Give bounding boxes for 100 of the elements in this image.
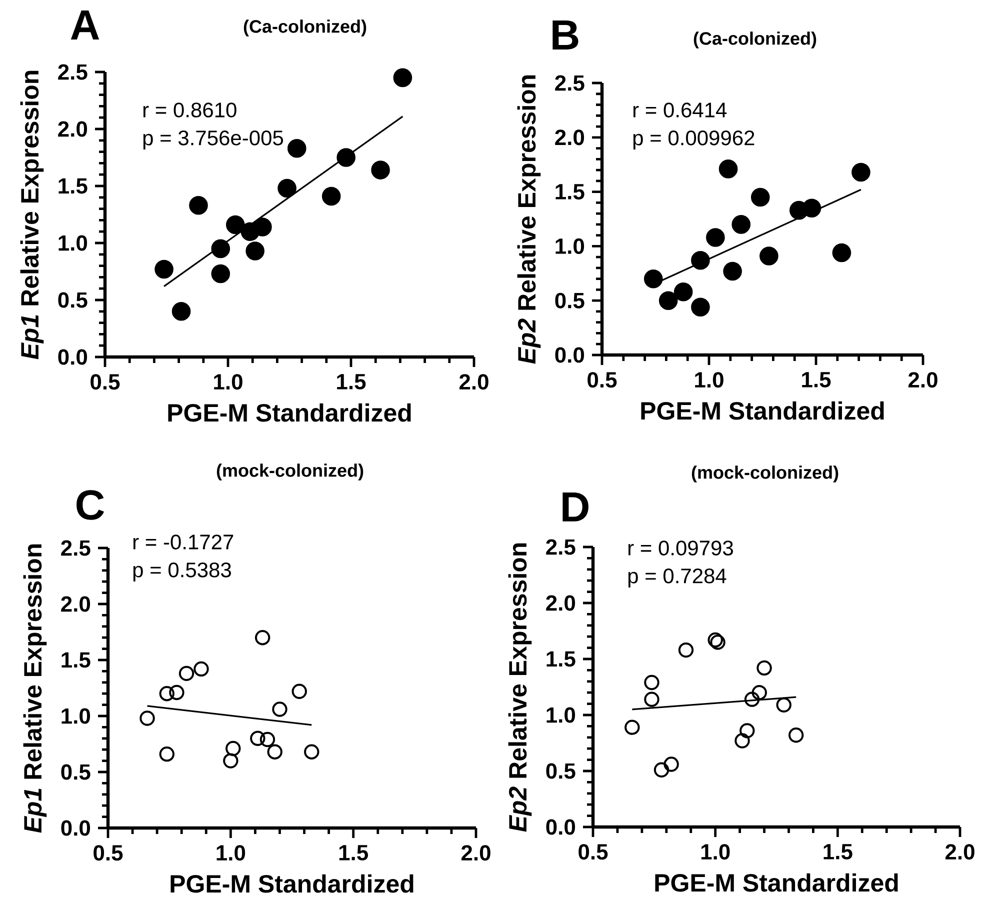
y-axis-title: Ep1 Relative Expression bbox=[20, 70, 44, 360]
point bbox=[691, 298, 710, 317]
x-tick-label: 1.0 bbox=[216, 845, 246, 861]
y-tick-label: 2.5 bbox=[546, 539, 576, 555]
x-tick-label: 1.0 bbox=[695, 372, 724, 388]
point bbox=[267, 744, 282, 760]
point bbox=[287, 138, 306, 158]
y-tick-label: 0.5 bbox=[546, 763, 576, 779]
point bbox=[723, 262, 742, 281]
point bbox=[189, 196, 208, 215]
x-tick-label: 2.0 bbox=[461, 845, 490, 861]
y-tick-label: 2.0 bbox=[555, 130, 584, 146]
point bbox=[226, 215, 245, 234]
point bbox=[802, 198, 822, 218]
x-axis-title: PGE-M Standardized bbox=[168, 403, 411, 422]
y-tick-label: 0.0 bbox=[58, 349, 88, 365]
point bbox=[691, 250, 710, 270]
y-axis-title: Ep2 Relative Expression bbox=[508, 543, 532, 832]
point bbox=[172, 302, 191, 321]
point bbox=[706, 228, 725, 247]
point bbox=[740, 723, 755, 738]
annotation: r = 0.09793 bbox=[628, 540, 733, 556]
annotation: p = 0.5383 bbox=[133, 562, 231, 582]
y-tick-label: 1.5 bbox=[546, 651, 576, 667]
point bbox=[278, 178, 296, 198]
annotation: r = 0.8610 bbox=[143, 102, 236, 118]
point bbox=[644, 269, 663, 288]
y-tick-label: 2.0 bbox=[61, 596, 90, 612]
y-tick-label: 0.0 bbox=[555, 347, 584, 363]
annotation: p = 0.009962 bbox=[633, 130, 754, 150]
point bbox=[253, 218, 272, 236]
x-tick-label: 2.0 bbox=[459, 374, 488, 390]
x-axis-title: PGE-M Standardized bbox=[655, 873, 898, 892]
point bbox=[788, 728, 804, 743]
x-tick-label: 0.5 bbox=[578, 844, 608, 860]
point bbox=[246, 242, 264, 260]
point bbox=[250, 730, 266, 746]
point bbox=[734, 733, 750, 748]
text: A bbox=[70, 10, 100, 40]
point bbox=[756, 660, 772, 676]
x-tick-label: 1.5 bbox=[824, 844, 852, 860]
point bbox=[211, 264, 230, 284]
y-tick-label: 0.0 bbox=[61, 820, 90, 836]
point bbox=[211, 239, 230, 258]
text: B bbox=[552, 20, 578, 50]
point bbox=[194, 661, 209, 677]
text: C bbox=[76, 490, 104, 520]
y-tick-label: 1.0 bbox=[58, 235, 88, 251]
point bbox=[776, 697, 792, 713]
point bbox=[322, 186, 341, 206]
x-tick-label: 0.5 bbox=[90, 374, 120, 390]
point bbox=[752, 684, 767, 700]
point bbox=[292, 684, 307, 699]
x-tick-label: 2.0 bbox=[908, 372, 938, 388]
point bbox=[159, 746, 174, 762]
point bbox=[644, 692, 660, 707]
point bbox=[624, 720, 640, 735]
chart-title: (mock-colonized) bbox=[216, 464, 364, 480]
point bbox=[154, 260, 174, 279]
y-tick-label: 0.5 bbox=[58, 292, 88, 308]
y-tick-label: 1.0 bbox=[546, 707, 576, 723]
y-axis-title: Ep2 Relative Expression bbox=[517, 75, 541, 364]
y-tick-label: 1.0 bbox=[62, 708, 90, 724]
annotation: p = 3.756e-005 bbox=[143, 130, 284, 150]
x-tick-label: 1.5 bbox=[802, 372, 831, 388]
x-tick-label: 1.5 bbox=[337, 374, 366, 390]
y-tick-label: 0.5 bbox=[555, 292, 584, 308]
point bbox=[654, 762, 670, 778]
point bbox=[393, 68, 412, 88]
point bbox=[664, 756, 679, 772]
chart-title: (mock-colonized) bbox=[692, 466, 838, 482]
point bbox=[223, 753, 238, 768]
point bbox=[159, 686, 174, 702]
y-tick-label: 2.0 bbox=[546, 595, 576, 611]
point bbox=[169, 684, 184, 700]
x-tick-label: 0.5 bbox=[588, 372, 617, 388]
point bbox=[178, 666, 194, 682]
point bbox=[658, 291, 678, 310]
y-tick-label: 0.0 bbox=[546, 819, 576, 835]
x-axis-title: PGE-M Standardized bbox=[170, 874, 414, 893]
point bbox=[750, 188, 770, 207]
y-tick-label: 1.5 bbox=[58, 178, 88, 194]
point bbox=[140, 710, 155, 726]
point bbox=[260, 732, 276, 748]
point bbox=[760, 246, 778, 266]
y-tick-label: 1.0 bbox=[556, 238, 584, 254]
point bbox=[718, 160, 738, 178]
text: D bbox=[562, 492, 588, 522]
x-tick-label: 1.0 bbox=[214, 374, 242, 390]
x-tick-label: 2.0 bbox=[945, 844, 974, 860]
y-tick-label: 1.5 bbox=[556, 184, 584, 200]
y-tick-label: 2.5 bbox=[58, 64, 88, 80]
chart-title: (Ca-colonized) bbox=[244, 20, 366, 36]
point bbox=[272, 702, 288, 717]
y-tick-label: 2.5 bbox=[61, 540, 90, 556]
point bbox=[336, 148, 356, 167]
point bbox=[304, 744, 320, 760]
point bbox=[254, 630, 270, 646]
x-tick-label: 0.5 bbox=[94, 845, 123, 861]
point bbox=[674, 282, 693, 302]
